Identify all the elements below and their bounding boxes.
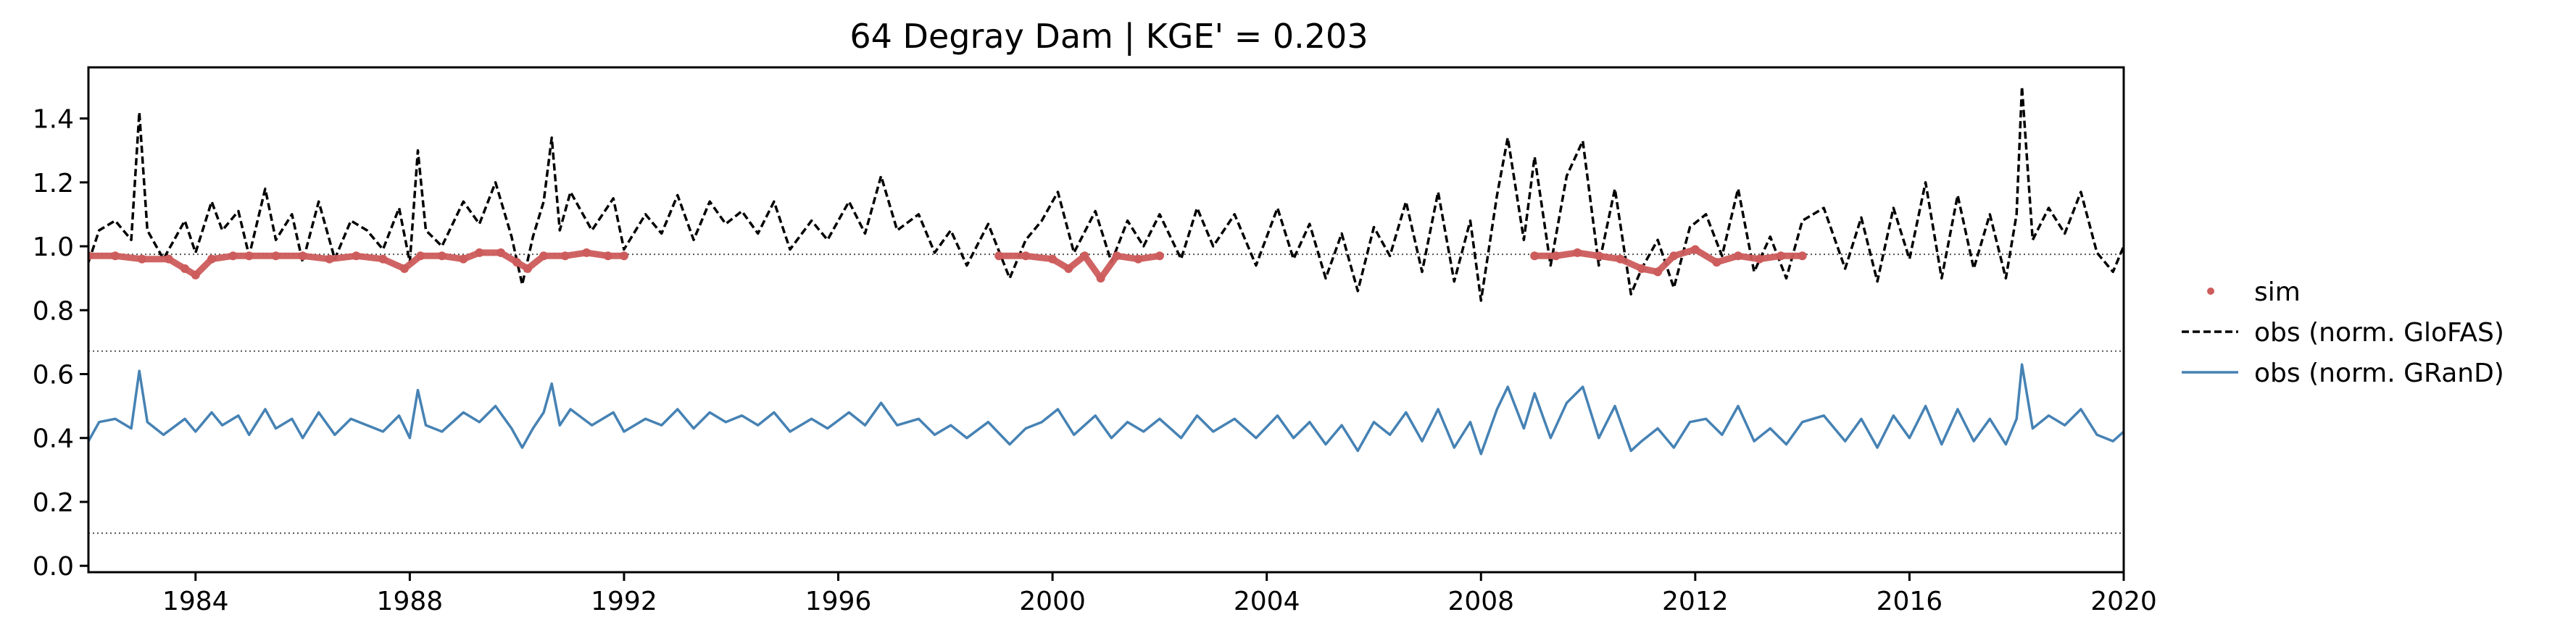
sim-point: [1798, 251, 1807, 261]
x-tick-label: 2020: [2090, 587, 2157, 616]
y-tick-label: 0.6: [33, 360, 74, 390]
sim-point: [1653, 267, 1663, 277]
sim-point: [560, 251, 570, 261]
sim-point: [325, 254, 334, 264]
y-tick-label: 0.4: [33, 424, 74, 454]
sim-point: [298, 251, 307, 261]
sim-point: [1551, 251, 1561, 261]
sim-point: [244, 251, 254, 261]
y-tick-label: 1.4: [33, 105, 74, 135]
sim-point: [416, 251, 425, 261]
sim-point: [110, 251, 120, 261]
legend-label: obs (norm. GRanD): [2254, 359, 2504, 388]
legend-label: obs (norm. GloFAS): [2254, 318, 2504, 348]
sim-point: [207, 254, 216, 264]
sim-point: [523, 264, 532, 273]
series-sim: [88, 245, 1807, 283]
legend-label: sim: [2254, 277, 2301, 307]
sim-point: [582, 248, 591, 257]
y-tick-label: 0.8: [33, 296, 74, 326]
sim-point: [1755, 254, 1764, 264]
sim-point: [1594, 251, 1603, 261]
y-axis: 0.0 0.2 0.4 0.6 0.8 1.0 1.2 1.4: [33, 105, 88, 582]
sim-point: [1048, 254, 1058, 264]
sim-point: [352, 251, 361, 261]
sim-point: [1112, 251, 1121, 261]
x-tick-label: 2004: [1234, 587, 1300, 616]
x-tick-label: 1992: [591, 587, 657, 616]
sim-point: [512, 258, 522, 267]
x-tick-label: 1996: [805, 587, 872, 616]
x-axis: 1984 1988 1992 1996 2000 2004 2008 2012 2016 2020: [162, 572, 2157, 616]
x-tick-label: 1984: [162, 587, 229, 616]
sim-point: [1530, 251, 1540, 261]
sim-point: [475, 248, 484, 257]
x-tick-label: 1988: [377, 587, 444, 616]
x-tick-label: 2000: [1019, 587, 1086, 616]
sim-point: [164, 254, 173, 264]
sim-point: [496, 248, 505, 257]
sim-point: [1096, 274, 1105, 283]
sim-point: [1712, 258, 1721, 267]
sim-point: [1021, 251, 1031, 261]
sim-point: [1616, 254, 1625, 264]
sim-point: [378, 254, 388, 264]
x-tick-label: 2016: [1877, 587, 1943, 616]
sim-point: [1669, 251, 1679, 261]
x-tick-label: 2008: [1447, 587, 1514, 616]
sim-point: [1690, 245, 1700, 254]
y-tick-label: 0.2: [33, 488, 74, 518]
legend-marker-sim: [2207, 288, 2214, 295]
sim-point: [1573, 248, 1582, 257]
sim-point: [180, 264, 190, 273]
sim-point: [1733, 251, 1742, 261]
x-tick-label: 2012: [1662, 587, 1729, 616]
plot-frame: [87, 66, 2125, 574]
sim-point: [539, 251, 549, 261]
y-tick-label: 0.0: [33, 552, 74, 582]
y-tick-label: 1.0: [33, 232, 74, 262]
sim-point: [399, 264, 409, 273]
sim-point: [271, 251, 281, 261]
sim-point: [1637, 264, 1646, 273]
legend: sim obs (norm. GloFAS) obs (norm. GRanD): [2182, 277, 2504, 388]
sim-point: [1155, 251, 1164, 261]
y-tick-label: 1.2: [33, 169, 74, 198]
sim-point: [994, 251, 1004, 261]
sim-point: [437, 251, 446, 261]
chart-title: 64 Degray Dam | KGE' = 0.203: [849, 17, 1368, 56]
sim-point: [459, 254, 468, 264]
sim-point: [191, 270, 200, 280]
sim-point: [1134, 254, 1143, 264]
sim-point: [137, 254, 146, 264]
series-obs-grand: [88, 363, 2124, 456]
sim-point: [228, 251, 238, 261]
sim-point: [603, 251, 612, 261]
sim-point: [619, 251, 628, 261]
sim-point: [1777, 251, 1786, 261]
series-layer: [88, 85, 2124, 456]
series-obs-glofas: [88, 85, 2124, 302]
sim-point: [1080, 251, 1089, 261]
sim-point: [1064, 264, 1073, 273]
